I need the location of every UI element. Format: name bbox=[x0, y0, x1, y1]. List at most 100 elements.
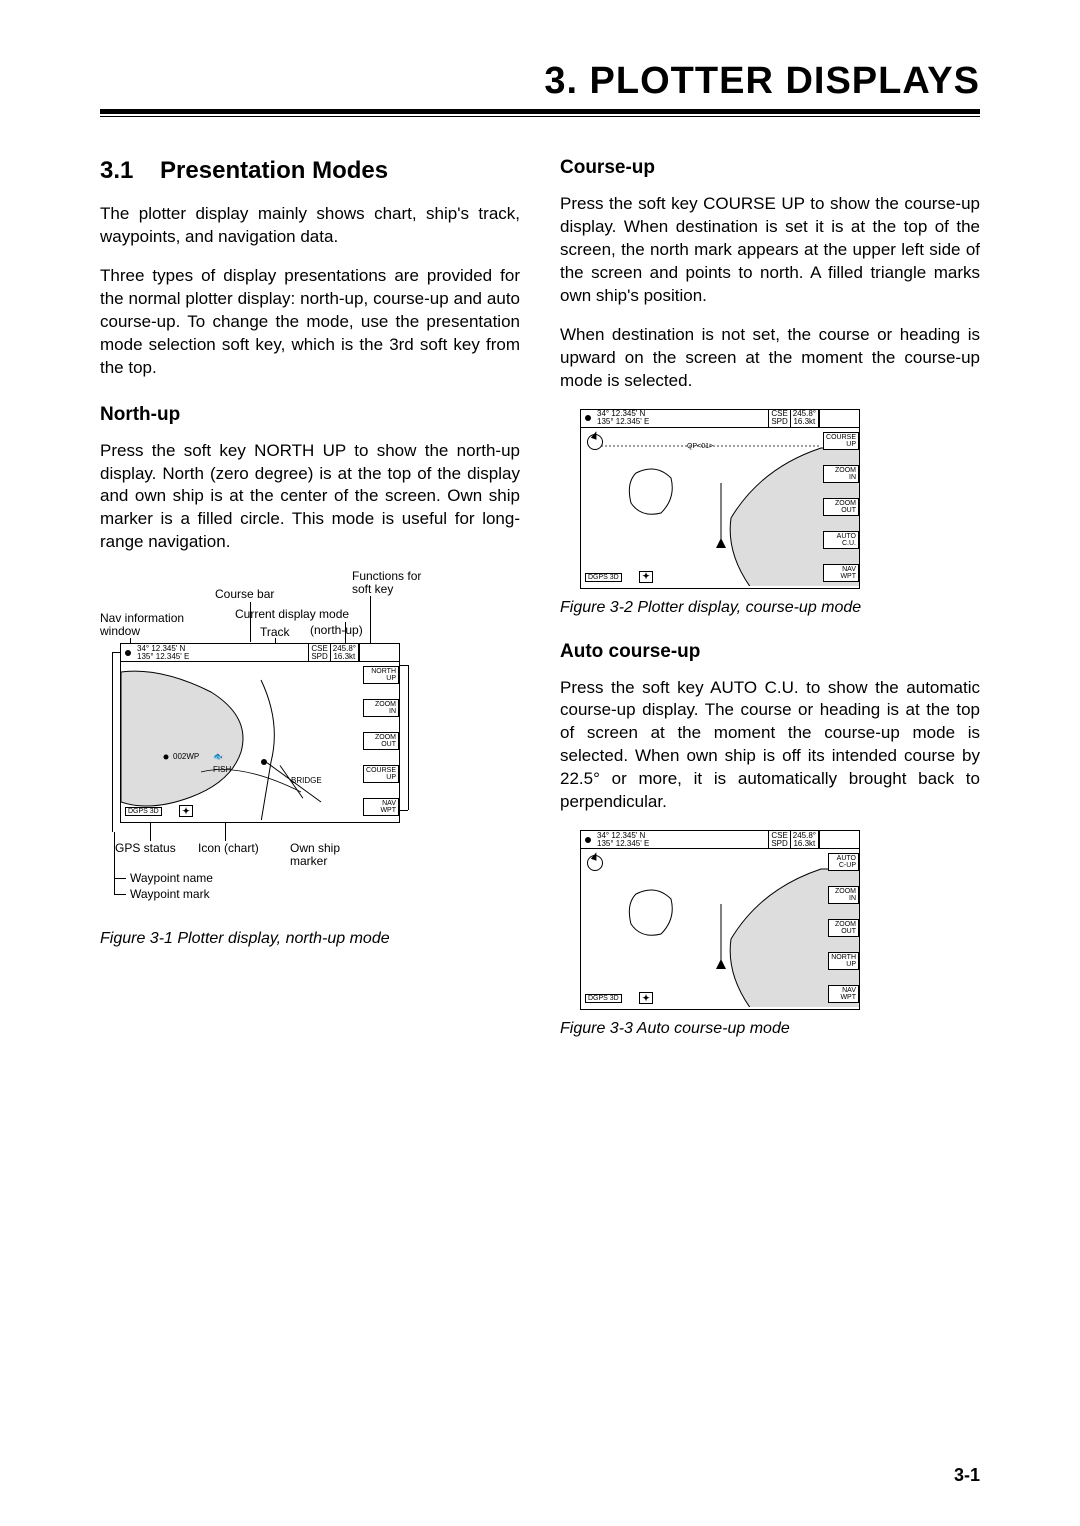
intro-para-2: Three types of display presentations are… bbox=[100, 265, 520, 380]
plotter-display: 34° 12.345' N 135° 12.345' E CSE SPD 245… bbox=[120, 643, 400, 823]
left-column: 3.1 Presentation Modes The plotter displ… bbox=[100, 157, 520, 1054]
sk-zoom-out[interactable]: ZOOM OUT bbox=[823, 498, 859, 516]
sk-course-up[interactable]: COURSE UP bbox=[823, 432, 859, 450]
nav-header: 34° 12.345' N 135° 12.345' E CSE SPD 245… bbox=[121, 644, 399, 662]
fish-text: FISH bbox=[213, 765, 231, 774]
chart-area: 002WP 🐟FISH BRIDGE NORTH UP ZOOM IN ZOOM… bbox=[121, 662, 399, 820]
bridge-label: BRIDGE bbox=[291, 774, 322, 787]
sk-nav-wpt[interactable]: NAV WPT bbox=[823, 564, 859, 582]
wp-label: 002WP bbox=[173, 750, 199, 763]
north-mark-icon bbox=[587, 855, 603, 871]
own-ship-triangle-icon bbox=[716, 538, 726, 548]
chart-svg bbox=[581, 849, 859, 1007]
auto-heading: Auto course-up bbox=[560, 641, 980, 663]
nav-header: 34° 12.345' N 135° 12.345' E CSESPD 245.… bbox=[581, 831, 859, 849]
fig1-caption: Figure 3-1 Plotter display, north-up mod… bbox=[100, 930, 520, 948]
sk-north-up[interactable]: NORTH UP bbox=[828, 952, 859, 970]
section-name: Presentation Modes bbox=[160, 157, 388, 184]
chart-area: QP<01> COURSE UP ZOOM IN ZOOM OUT AUTO C… bbox=[581, 428, 859, 586]
northup-para: Press the soft key NORTH UP to show the … bbox=[100, 440, 520, 555]
sk-zoom-in[interactable]: ZOOM IN bbox=[823, 465, 859, 483]
own-ship-dot-icon bbox=[585, 837, 591, 843]
lon: 135° 12.345' E bbox=[597, 418, 649, 426]
leader bbox=[370, 596, 371, 643]
anno-gps: GPS status bbox=[115, 842, 176, 855]
sk-course-up[interactable]: COURSE UP bbox=[363, 765, 399, 783]
spd-label: SPD bbox=[311, 653, 327, 661]
north-mark-icon bbox=[587, 434, 603, 450]
courseup-p1: Press the soft key COURSE UP to show the… bbox=[560, 193, 980, 308]
cursor-icon: ✦ bbox=[639, 571, 653, 583]
lon: 135° 12.345' E bbox=[137, 653, 189, 661]
sk-auto-cu[interactable]: AUTO C.U. bbox=[823, 531, 859, 549]
softkeys: AUTO C-UP ZOOM IN ZOOM OUT NORTH UP NAV … bbox=[828, 849, 859, 1007]
intro-para-1: The plotter display mainly shows chart, … bbox=[100, 203, 520, 249]
leader bbox=[250, 602, 251, 642]
sk-zoom-in[interactable]: ZOOM IN bbox=[363, 699, 399, 717]
anno-northup: (north-up) bbox=[310, 624, 363, 637]
own-ship-dot-icon bbox=[125, 650, 131, 656]
courseup-p2: When destination is not set, the course … bbox=[560, 324, 980, 393]
cse-cell: CSESPD bbox=[768, 831, 790, 849]
own-ship-dot-icon bbox=[585, 415, 591, 421]
leader bbox=[114, 878, 126, 879]
gap bbox=[819, 409, 859, 427]
leader bbox=[114, 832, 115, 895]
section-title: 3.1 Presentation Modes bbox=[100, 157, 520, 185]
cse-cell: CSESPD bbox=[768, 409, 790, 427]
fig2-caption: Figure 3-2 Plotter display, course-up mo… bbox=[560, 599, 980, 617]
mode-gap bbox=[359, 644, 399, 662]
anno-disp-mode: Current display mode bbox=[235, 608, 349, 621]
qp-label: QP<01> bbox=[687, 440, 713, 453]
sk-zoom-in[interactable]: ZOOM IN bbox=[828, 886, 859, 904]
coords: 34° 12.345' N 135° 12.345' E bbox=[595, 831, 651, 849]
leader bbox=[400, 665, 408, 666]
sk-zoom-out[interactable]: ZOOM OUT bbox=[363, 732, 399, 750]
coords: 34° 12.345' N 135° 12.345' E bbox=[595, 409, 651, 427]
cse-val: 245.8° 16.3kt bbox=[331, 644, 359, 662]
sk-auto-cup[interactable]: AUTO C-UP bbox=[828, 853, 859, 871]
page-number: 3-1 bbox=[954, 1465, 980, 1486]
figure-3-1: Course bar Functions for soft key Curren… bbox=[100, 570, 520, 930]
anno-own: Own ship marker bbox=[290, 842, 340, 868]
dgps-status: DGPS 3D bbox=[125, 807, 162, 816]
two-column-layout: 3.1 Presentation Modes The plotter displ… bbox=[100, 157, 980, 1054]
fig3-caption: Figure 3-3 Auto course-up mode bbox=[560, 1020, 980, 1038]
leader bbox=[114, 894, 126, 895]
northup-heading: North-up bbox=[100, 404, 520, 426]
sk-nav-wpt[interactable]: NAV WPT bbox=[363, 798, 399, 816]
spd-v: 16.3kt bbox=[333, 653, 356, 661]
spd-v: 16.3kt bbox=[793, 418, 816, 426]
courseup-heading: Course-up bbox=[560, 157, 980, 179]
chapter-title: 3. PLOTTER DISPLAYS bbox=[100, 60, 980, 109]
dgps-status: DGPS 3D bbox=[585, 994, 622, 1003]
sk-zoom-out[interactable]: ZOOM OUT bbox=[828, 919, 859, 937]
right-column: Course-up Press the soft key COURSE UP t… bbox=[560, 157, 980, 1054]
cursor-icon: ✦ bbox=[639, 992, 653, 1004]
anno-navinfo: Nav information window bbox=[100, 612, 184, 638]
spd-l: SPD bbox=[771, 418, 787, 426]
anno-icon: Icon (chart) bbox=[198, 842, 259, 855]
leader bbox=[150, 823, 151, 841]
gap bbox=[819, 831, 859, 849]
val-cell: 245.8°16.3kt bbox=[791, 409, 819, 427]
sk-north-up[interactable]: NORTH UP bbox=[363, 666, 399, 684]
coords: 34° 12.345' N 135° 12.345' E bbox=[135, 644, 191, 662]
leader bbox=[112, 652, 113, 832]
leader bbox=[112, 652, 120, 653]
leader bbox=[400, 810, 408, 811]
fish-label: 🐟FISH bbox=[213, 750, 231, 776]
section-number: 3.1 bbox=[100, 157, 133, 184]
own-ship-triangle-icon bbox=[716, 959, 726, 969]
leader bbox=[408, 665, 409, 810]
cursor-icon: ✦ bbox=[179, 805, 193, 817]
nav-header: 34° 12.345' N 135° 12.345' E CSESPD 245.… bbox=[581, 410, 859, 428]
lon: 135° 12.345' E bbox=[597, 840, 649, 848]
anno-wpname: Waypoint name bbox=[130, 872, 213, 885]
chart-area: AUTO C-UP ZOOM IN ZOOM OUT NORTH UP NAV … bbox=[581, 849, 859, 1007]
softkeys: COURSE UP ZOOM IN ZOOM OUT AUTO C.U. NAV… bbox=[823, 428, 859, 586]
sk-nav-wpt[interactable]: NAV WPT bbox=[828, 985, 859, 1003]
val-cell: 245.8°16.3kt bbox=[791, 831, 819, 849]
softkeys: NORTH UP ZOOM IN ZOOM OUT COURSE UP NAV … bbox=[363, 662, 399, 820]
leader bbox=[225, 823, 226, 841]
